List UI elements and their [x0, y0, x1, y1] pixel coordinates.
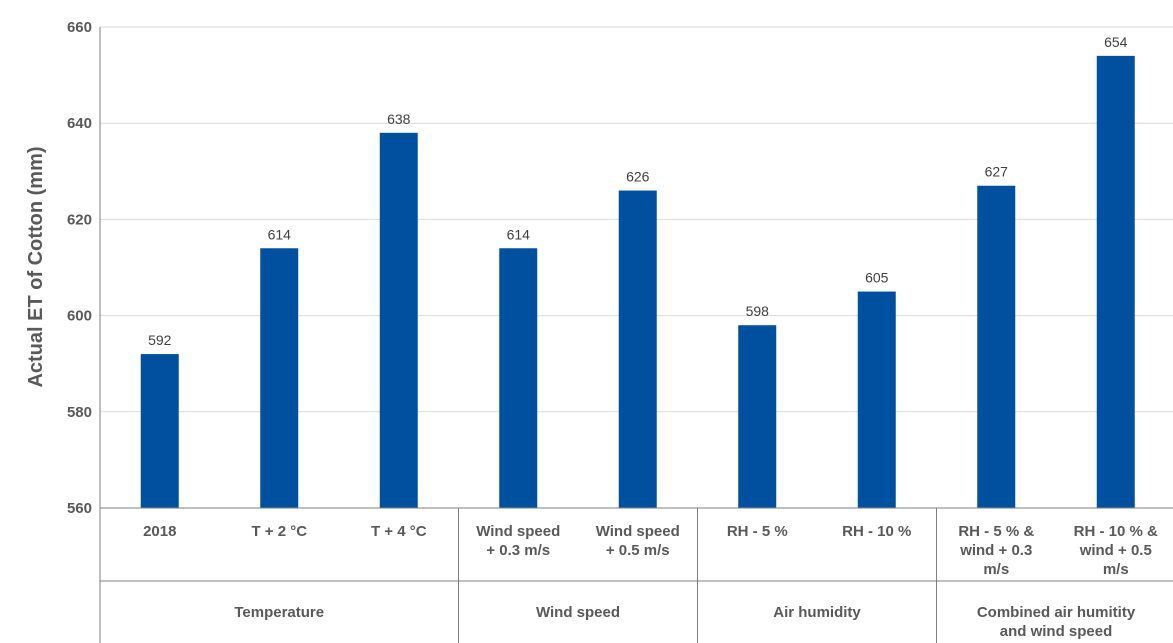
group-label: Wind speed	[536, 604, 620, 621]
axes	[99, 27, 1173, 643]
category-label: 2018	[143, 523, 176, 540]
data-label: 654	[1104, 34, 1128, 50]
bar	[379, 132, 418, 508]
group-label: Temperature	[234, 604, 324, 621]
y-tick-label: 560	[67, 500, 92, 517]
category-label: Wind speed + 0.3 m/s	[476, 523, 560, 559]
category-label: RH - 10 %	[842, 523, 911, 540]
bar	[857, 291, 896, 508]
bar	[499, 248, 538, 508]
data-label: 638	[387, 111, 411, 127]
bar	[738, 325, 777, 508]
category-label: RH - 5 %	[727, 523, 788, 540]
y-tick-label: 640	[67, 115, 92, 132]
group-label: Combined air humitity and wind speed	[977, 604, 1136, 640]
category-labels: 2018 T + 2 °C T + 4 °C Wind speed + 0.3 m/s W…	[143, 523, 1158, 578]
category-label: RH - 10 % & wind + 0.5 m/s	[1074, 523, 1158, 578]
y-tick-label: 600	[67, 308, 92, 325]
data-label: 598	[746, 303, 770, 319]
y-axis-label: Actual ET of Cotton (mm)	[25, 146, 47, 387]
bar	[977, 185, 1016, 509]
y-tick-label: 620	[67, 211, 92, 228]
data-label: 614	[268, 226, 292, 242]
data-label: 627	[985, 164, 1009, 180]
data-labels: 592 614 638 614 626 598 605 627 654	[148, 34, 1128, 348]
bar	[618, 190, 657, 509]
data-label: 614	[507, 226, 531, 242]
category-label: T + 4 °C	[371, 523, 427, 540]
y-tick-label: 580	[67, 404, 92, 421]
data-label: 605	[865, 270, 889, 286]
category-label: RH - 5 % & wind + 0.3 m/s	[958, 523, 1034, 578]
bar	[140, 354, 179, 508]
y-tick-label: 660	[67, 19, 92, 36]
group-label: Air humidity	[773, 604, 861, 621]
group-labels: Temperature Wind speed Air humidity Combine…	[234, 604, 1135, 640]
bar	[1096, 55, 1135, 509]
category-label: T + 2 °C	[251, 523, 307, 540]
bar	[260, 248, 299, 508]
data-label: 592	[148, 332, 172, 348]
y-tick-labels: 560 580 600 620 640 660	[67, 19, 92, 517]
bars	[140, 55, 1135, 509]
data-label: 626	[626, 169, 650, 185]
category-label: Wind speed + 0.5 m/s	[596, 523, 680, 559]
